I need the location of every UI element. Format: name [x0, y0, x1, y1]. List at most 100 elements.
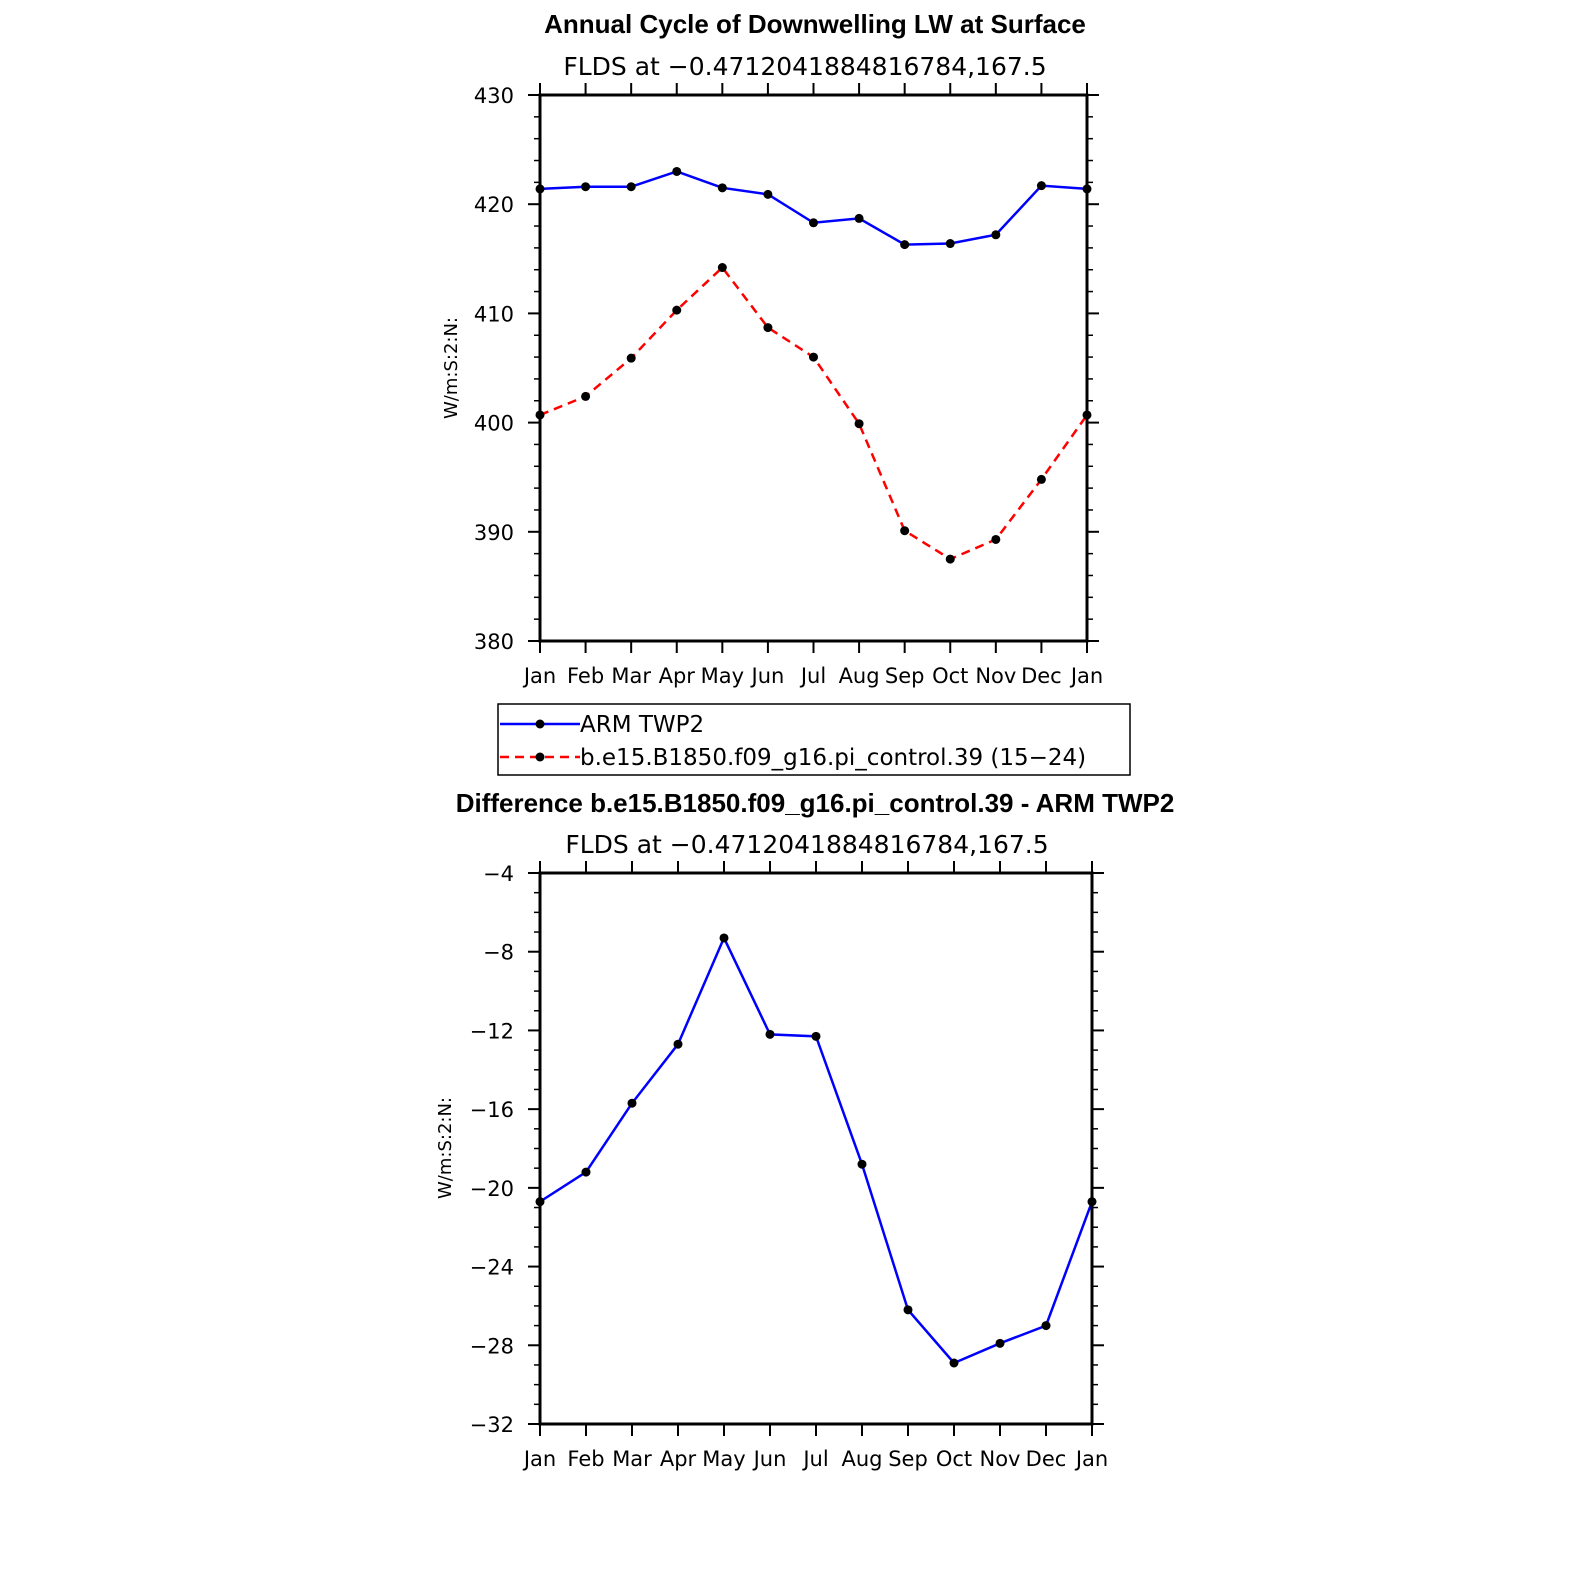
data-point [626, 182, 636, 192]
y-tick-label: 430 [474, 84, 514, 108]
x-tick-label: Sep [888, 1447, 928, 1471]
data-point [809, 352, 818, 362]
data-point [945, 554, 955, 564]
plot-frame [538, 871, 1094, 1426]
x-tick-label: May [701, 664, 744, 688]
y-tick-label: 410 [474, 302, 514, 326]
y-tick-label: −16 [470, 1098, 514, 1122]
y-tick-label: −4 [483, 862, 514, 886]
data-point [945, 239, 955, 249]
legend-marker-series1 [535, 719, 545, 729]
data-point [903, 1305, 913, 1315]
data-point [991, 534, 1001, 544]
legend-box [497, 703, 1131, 776]
y-tick-labels: −4 −8 −12 −16 −20 −24 −28 −32 [470, 862, 514, 1437]
x-tick-label: Dec [1021, 664, 1062, 688]
y-axis-label: W/m:S:2:N: [435, 1097, 456, 1199]
y-tick-label: −12 [470, 1019, 514, 1043]
data-point [1036, 181, 1046, 191]
x-tick-label: Jan [1069, 664, 1103, 688]
y-tick-label: −20 [470, 1177, 514, 1201]
y-tick-label: 390 [474, 521, 514, 545]
data-point [627, 1098, 637, 1108]
y-tick-label: 420 [474, 193, 514, 217]
y-tick-label: −24 [470, 1256, 514, 1280]
data-point [854, 213, 864, 223]
data-point [854, 419, 864, 429]
axis-ticks [528, 83, 1099, 653]
legend-label-series2: b.e15.B1850.f09_g16.pi_control.39 (15−24… [580, 745, 1086, 771]
data-point [1036, 474, 1046, 484]
data-point [809, 218, 818, 228]
data-point [719, 933, 729, 943]
data-point [626, 353, 636, 363]
x-tick-label: Apr [660, 1447, 697, 1471]
x-tick-label: Jun [752, 1447, 787, 1471]
chart-subtitle: FLDS at −0.4712041884816784,167.5 [565, 830, 1048, 859]
x-tick-label: Dec [1026, 1447, 1067, 1471]
x-tick-label: Oct [936, 1447, 972, 1471]
y-tick-label: 380 [474, 630, 514, 654]
data-point [672, 166, 682, 176]
data-point [717, 183, 727, 193]
data-point [900, 526, 910, 536]
data-point [581, 391, 591, 401]
data-point [991, 230, 1001, 240]
x-tick-label: Mar [612, 1447, 652, 1471]
y-axis-label: W/m:S:2:N: [441, 317, 462, 419]
chart-title: Annual Cycle of Downwelling LW at Surfac… [544, 9, 1086, 39]
y-tick-label: −8 [483, 941, 514, 965]
legend-label-series1: ARM TWP2 [580, 712, 704, 738]
data-point [581, 182, 591, 192]
data-point [763, 189, 773, 199]
annual-cycle-chart: Annual Cycle of Downwelling LW at Surfac… [441, 9, 1103, 688]
data-point [673, 1039, 683, 1049]
series-line-1 [539, 934, 1094, 1365]
data-point [857, 1159, 867, 1169]
chart-title: Difference b.e15.B1850.f09_g16.pi_contro… [456, 788, 1175, 818]
legend-marker-series2 [535, 752, 545, 762]
legend: ARM TWP2 b.e15.B1850.f09_g16.pi_control.… [497, 703, 1131, 776]
x-tick-label: Nov [975, 664, 1016, 688]
x-tick-label: Sep [885, 664, 925, 688]
chart-subtitle: FLDS at −0.4712041884816784,167.5 [563, 52, 1046, 81]
x-tick-label: Mar [611, 664, 651, 688]
axis-ticks [528, 861, 1104, 1436]
data-point [995, 1338, 1005, 1348]
data-point [949, 1358, 959, 1368]
data-point [717, 263, 727, 273]
data-point [672, 305, 682, 315]
difference-chart: Difference b.e15.B1850.f09_g16.pi_contro… [435, 788, 1174, 1471]
x-tick-label: Feb [567, 1447, 604, 1471]
series-line-2 [539, 265, 1089, 561]
x-tick-label: Apr [659, 664, 696, 688]
x-tick-label: Aug [841, 1447, 882, 1471]
plot-frame [538, 93, 1089, 643]
series-layer [535, 933, 1097, 1368]
x-tick-label: Nov [980, 1447, 1021, 1471]
x-tick-label: Jan [522, 1447, 556, 1471]
data-point [763, 323, 773, 333]
x-tick-label: Jun [750, 664, 785, 688]
x-tick-label: Jul [799, 664, 826, 688]
data-point [900, 240, 910, 250]
y-tick-label: −32 [470, 1413, 514, 1437]
x-tick-label: Feb [567, 664, 604, 688]
series-layer [535, 166, 1092, 564]
data-point [811, 1031, 821, 1041]
data-point [765, 1029, 775, 1039]
y-tick-label: −28 [470, 1334, 514, 1358]
y-tick-label: 400 [474, 412, 514, 436]
y-tick-labels: 430 420 410 400 390 380 [474, 84, 514, 654]
x-tick-labels: Jan Feb Mar Apr May Jun Jul Aug Sep Oct … [522, 1447, 1108, 1471]
x-tick-label: May [702, 1447, 745, 1471]
data-point [1041, 1321, 1051, 1331]
x-tick-labels: Jan Feb Mar Apr May Jun Jul Aug Sep Oct … [522, 664, 1103, 688]
x-tick-label: Jan [1074, 1447, 1108, 1471]
x-tick-label: Aug [839, 664, 880, 688]
series-line-1 [539, 170, 1088, 246]
data-point [581, 1167, 591, 1177]
x-tick-label: Jul [801, 1447, 828, 1471]
x-tick-label: Jan [522, 664, 556, 688]
